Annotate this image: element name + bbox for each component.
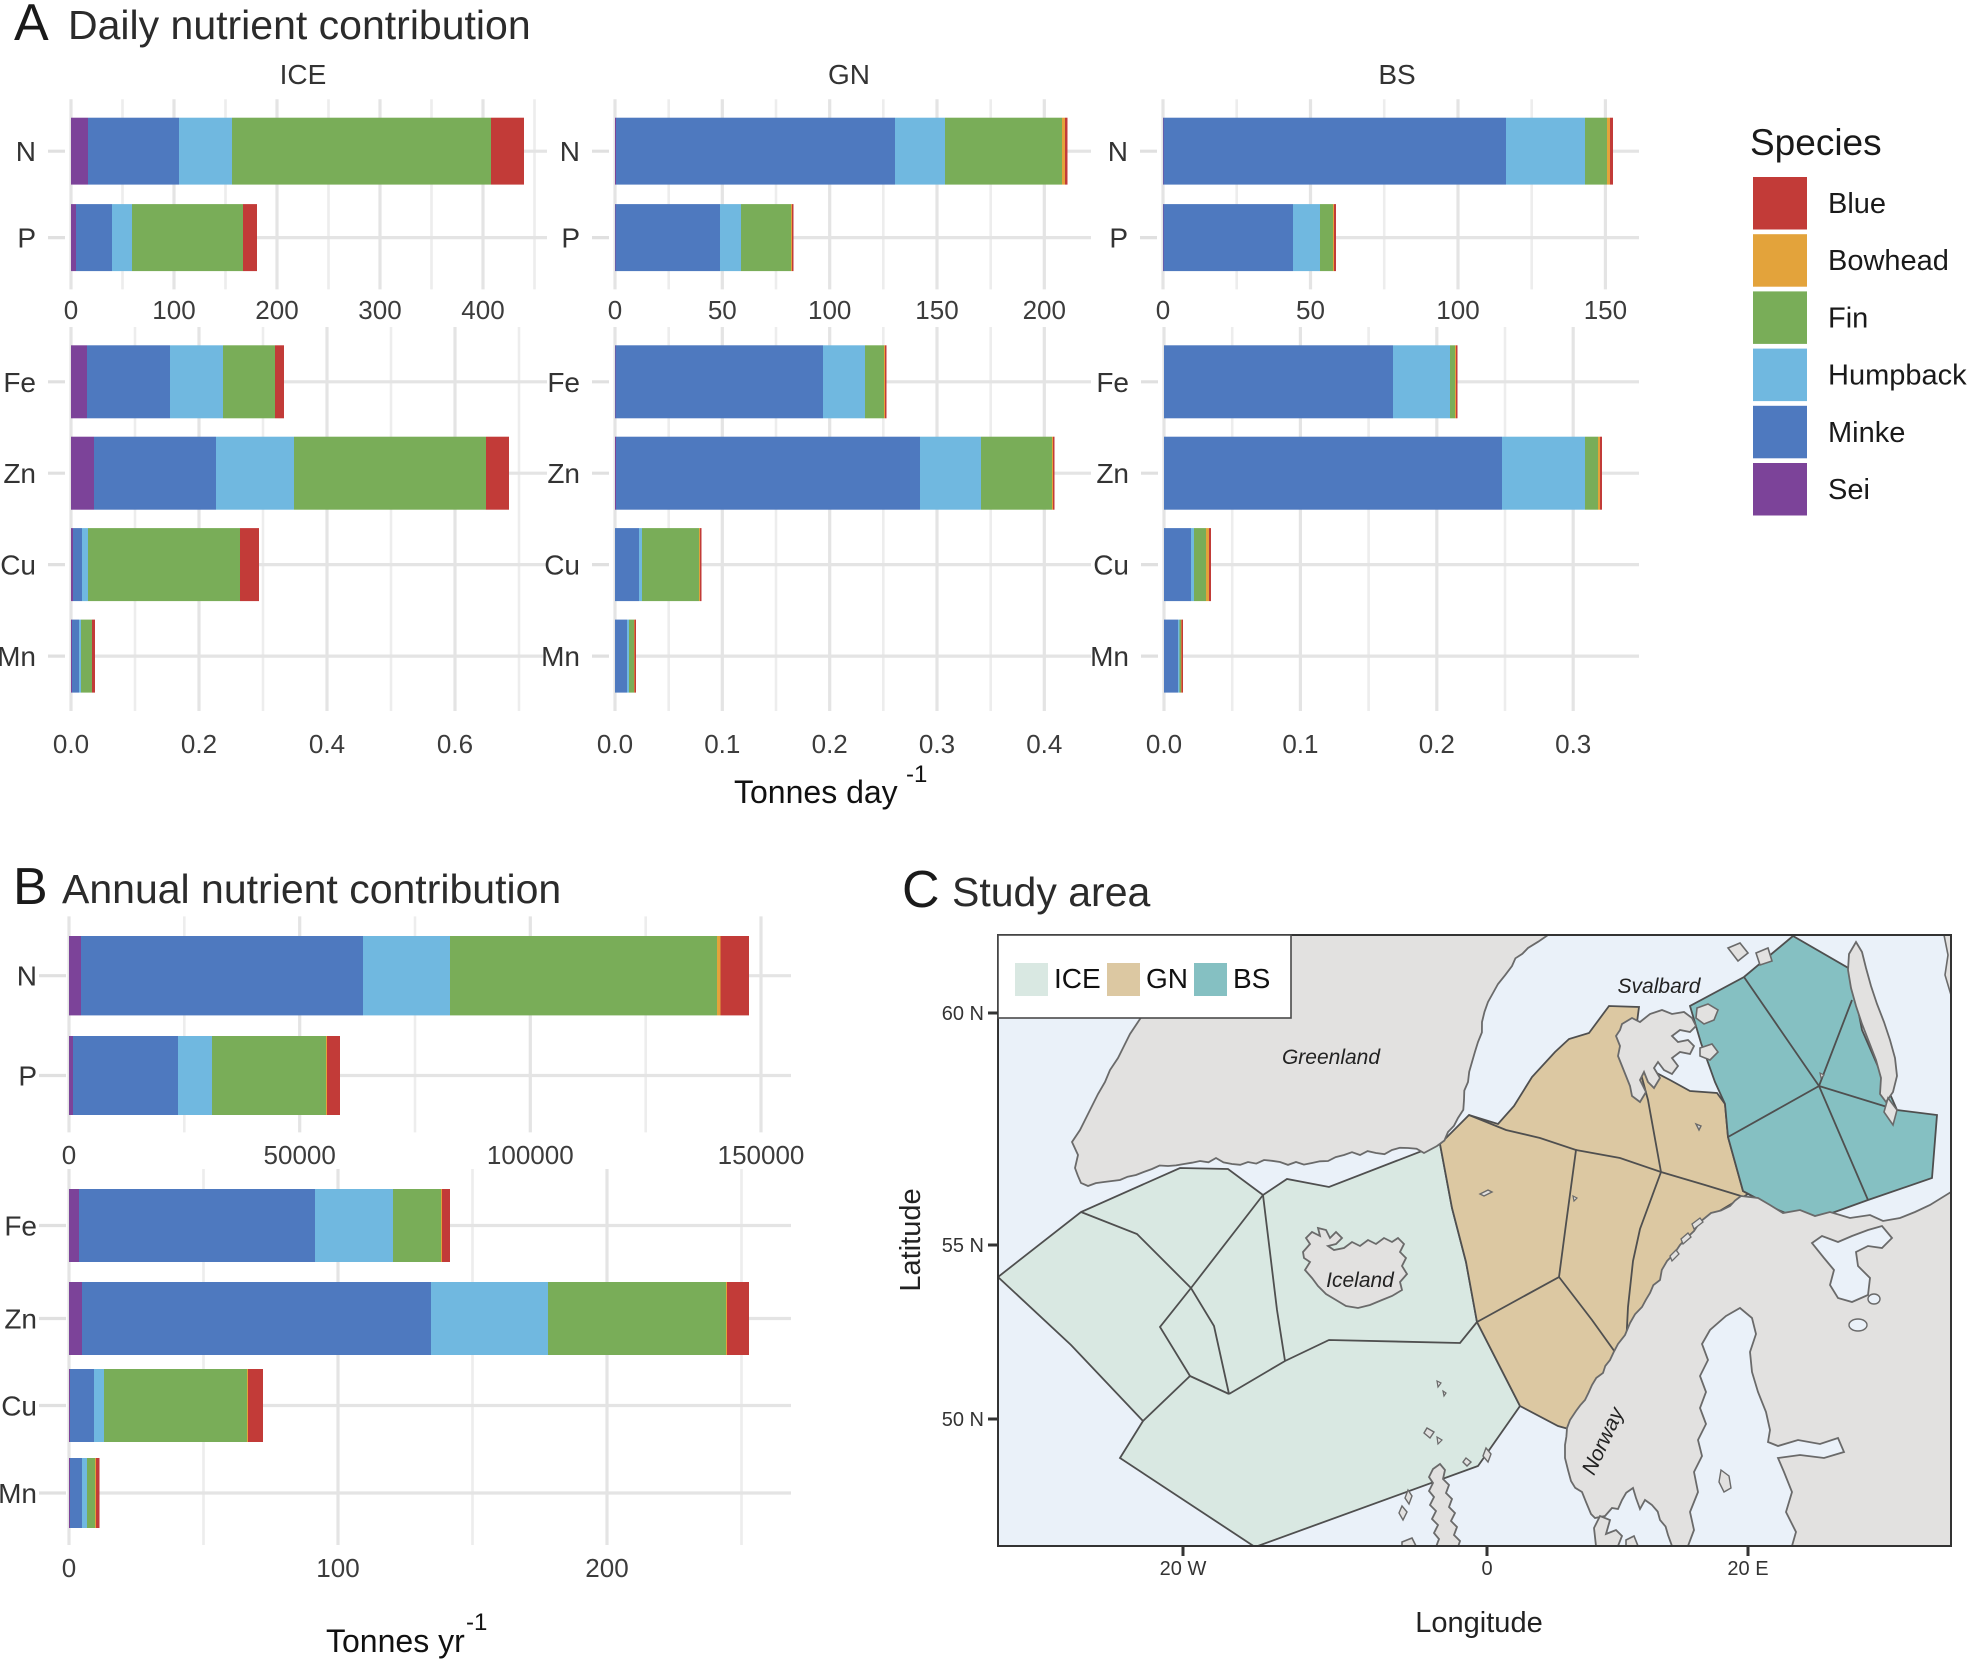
svg-text:50 N: 50 N [942, 1409, 984, 1431]
svg-text:100000: 100000 [487, 1140, 574, 1170]
svg-text:Tonnes day: Tonnes day [734, 774, 898, 810]
svg-text:Species: Species [1750, 122, 1882, 163]
svg-text:60 N: 60 N [942, 1003, 984, 1025]
svg-text:BS: BS [1378, 59, 1415, 90]
svg-text:B: B [13, 858, 48, 916]
svg-text:Svalbard: Svalbard [1618, 975, 1702, 998]
svg-text:0.0: 0.0 [53, 729, 89, 759]
svg-text:N: N [17, 961, 37, 992]
svg-text:150: 150 [1584, 295, 1627, 325]
svg-text:Cu: Cu [0, 550, 36, 581]
svg-text:0: 0 [64, 295, 78, 325]
svg-text:0.1: 0.1 [1282, 729, 1318, 759]
svg-text:Blue: Blue [1828, 188, 1886, 220]
svg-text:100: 100 [316, 1553, 359, 1583]
svg-text:0.4: 0.4 [1026, 729, 1062, 759]
svg-text:C: C [902, 861, 940, 919]
svg-text:Iceland: Iceland [1326, 1269, 1395, 1292]
svg-text:ICE: ICE [1054, 963, 1101, 994]
svg-text:55 N: 55 N [942, 1235, 984, 1257]
svg-text:Latitude: Latitude [895, 1188, 927, 1291]
svg-text:N: N [560, 136, 580, 167]
svg-text:Fe: Fe [4, 1211, 37, 1242]
svg-text:20 W: 20 W [1160, 1558, 1207, 1580]
svg-text:0.3: 0.3 [1555, 729, 1591, 759]
svg-text:Cu: Cu [1093, 550, 1129, 581]
svg-text:Zn: Zn [1096, 458, 1129, 489]
svg-text:Fin: Fin [1828, 302, 1868, 334]
svg-text:Greenland: Greenland [1282, 1046, 1381, 1069]
svg-text:50: 50 [1296, 295, 1325, 325]
svg-text:Mn: Mn [541, 641, 580, 672]
svg-text:400: 400 [461, 295, 504, 325]
svg-text:0.6: 0.6 [437, 729, 473, 759]
svg-text:ICE: ICE [280, 59, 327, 90]
svg-text:200: 200 [1023, 295, 1066, 325]
svg-text:100: 100 [152, 295, 195, 325]
svg-text:Minke: Minke [1828, 417, 1905, 449]
svg-text:100: 100 [808, 295, 851, 325]
svg-text:0.4: 0.4 [309, 729, 345, 759]
svg-text:Humpback: Humpback [1828, 360, 1967, 392]
svg-text:Cu: Cu [1, 1391, 37, 1422]
svg-text:P: P [18, 1061, 37, 1092]
svg-text:100: 100 [1436, 295, 1479, 325]
svg-text:-1: -1 [466, 1609, 487, 1636]
svg-text:Sei: Sei [1828, 474, 1870, 506]
svg-text:Fe: Fe [547, 367, 580, 398]
svg-text:200: 200 [585, 1553, 628, 1583]
svg-text:0.2: 0.2 [812, 729, 848, 759]
svg-text:Mn: Mn [1090, 641, 1129, 672]
svg-text:-1: -1 [906, 761, 927, 788]
svg-text:N: N [16, 136, 36, 167]
svg-text:0: 0 [62, 1553, 76, 1583]
svg-text:Bowhead: Bowhead [1828, 245, 1949, 277]
svg-text:Zn: Zn [547, 458, 580, 489]
svg-text:0.2: 0.2 [1419, 729, 1455, 759]
svg-text:GN: GN [828, 59, 870, 90]
svg-text:0.1: 0.1 [704, 729, 740, 759]
svg-text:0: 0 [1156, 295, 1170, 325]
svg-text:A: A [14, 0, 49, 52]
svg-text:0.0: 0.0 [1146, 729, 1182, 759]
svg-text:20 E: 20 E [1727, 1558, 1768, 1580]
svg-text:0: 0 [62, 1140, 76, 1170]
svg-text:150: 150 [915, 295, 958, 325]
svg-text:Zn: Zn [3, 458, 36, 489]
svg-text:300: 300 [358, 295, 401, 325]
svg-text:P: P [17, 223, 36, 254]
svg-text:N: N [1108, 136, 1128, 167]
svg-text:Fe: Fe [3, 367, 36, 398]
svg-text:Study area: Study area [952, 869, 1150, 915]
svg-text:150000: 150000 [718, 1140, 805, 1170]
svg-text:Mn: Mn [0, 1478, 37, 1509]
svg-text:GN: GN [1146, 963, 1188, 994]
svg-text:P: P [1109, 223, 1128, 254]
svg-text:Fe: Fe [1096, 367, 1129, 398]
svg-text:0: 0 [1481, 1558, 1492, 1580]
svg-text:Tonnes yr: Tonnes yr [326, 1623, 465, 1659]
svg-text:Mn: Mn [0, 641, 36, 672]
svg-text:Longitude: Longitude [1415, 1607, 1542, 1639]
svg-text:200: 200 [255, 295, 298, 325]
svg-text:Daily nutrient contribution: Daily nutrient contribution [68, 2, 531, 48]
svg-text:0: 0 [608, 295, 622, 325]
svg-text:0.3: 0.3 [919, 729, 955, 759]
svg-text:Zn: Zn [4, 1304, 37, 1335]
svg-text:50: 50 [708, 295, 737, 325]
svg-text:Cu: Cu [544, 550, 580, 581]
svg-text:P: P [561, 223, 580, 254]
svg-text:0.2: 0.2 [181, 729, 217, 759]
svg-text:50000: 50000 [264, 1140, 336, 1170]
svg-text:0.0: 0.0 [597, 729, 633, 759]
svg-text:Annual nutrient contribution: Annual nutrient contribution [62, 866, 561, 912]
svg-text:BS: BS [1233, 963, 1270, 994]
